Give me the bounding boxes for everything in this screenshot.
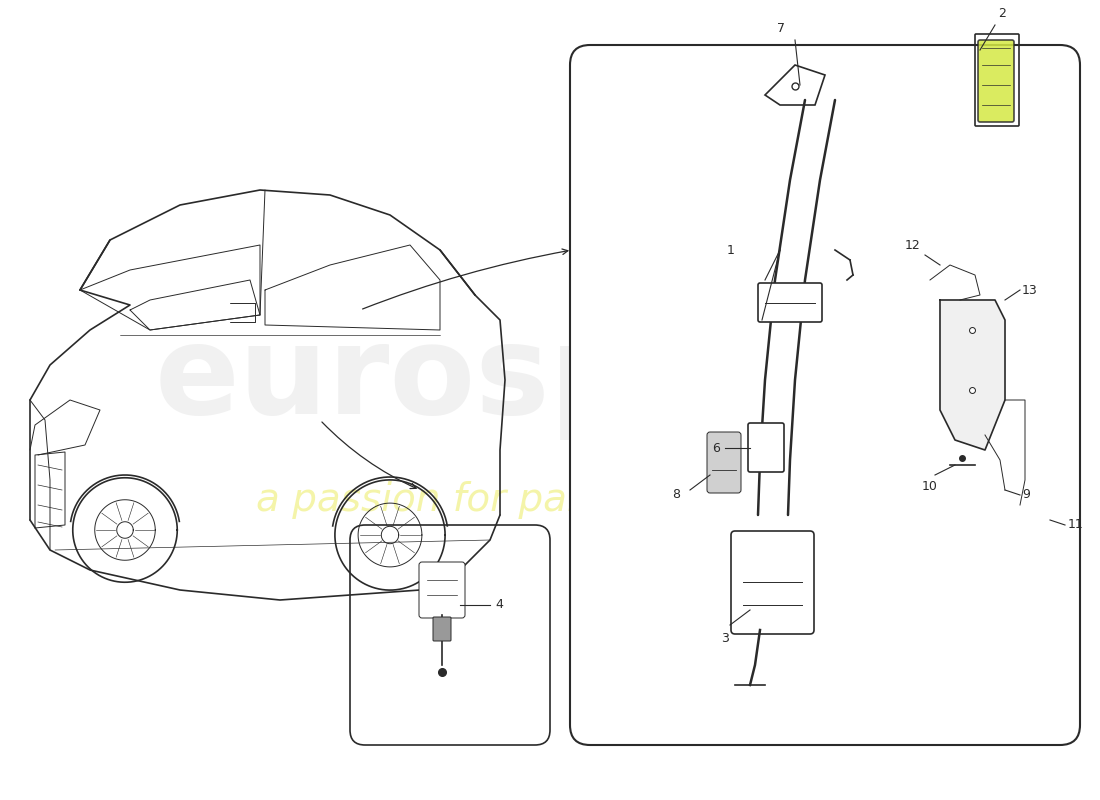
FancyBboxPatch shape xyxy=(350,525,550,745)
Text: 6: 6 xyxy=(712,442,720,454)
Polygon shape xyxy=(940,300,1005,450)
FancyBboxPatch shape xyxy=(433,617,451,641)
Text: 3: 3 xyxy=(722,632,729,645)
FancyBboxPatch shape xyxy=(758,283,822,322)
FancyBboxPatch shape xyxy=(748,423,784,472)
Text: 12: 12 xyxy=(904,239,920,252)
FancyBboxPatch shape xyxy=(570,45,1080,745)
Text: 1: 1 xyxy=(727,243,735,257)
Text: 2: 2 xyxy=(998,7,1005,20)
FancyBboxPatch shape xyxy=(707,432,741,493)
Text: eurospares: eurospares xyxy=(155,319,945,441)
Text: 9: 9 xyxy=(1022,489,1030,502)
Text: 10: 10 xyxy=(922,480,938,493)
FancyBboxPatch shape xyxy=(732,531,814,634)
Text: 11: 11 xyxy=(1068,518,1084,531)
Text: 7: 7 xyxy=(777,22,785,35)
Text: 13: 13 xyxy=(1022,283,1037,297)
FancyBboxPatch shape xyxy=(419,562,465,618)
FancyBboxPatch shape xyxy=(978,40,1014,122)
Text: 4: 4 xyxy=(495,598,503,611)
Text: 8: 8 xyxy=(672,489,680,502)
Text: a passion for parts since 1985: a passion for parts since 1985 xyxy=(256,481,844,519)
